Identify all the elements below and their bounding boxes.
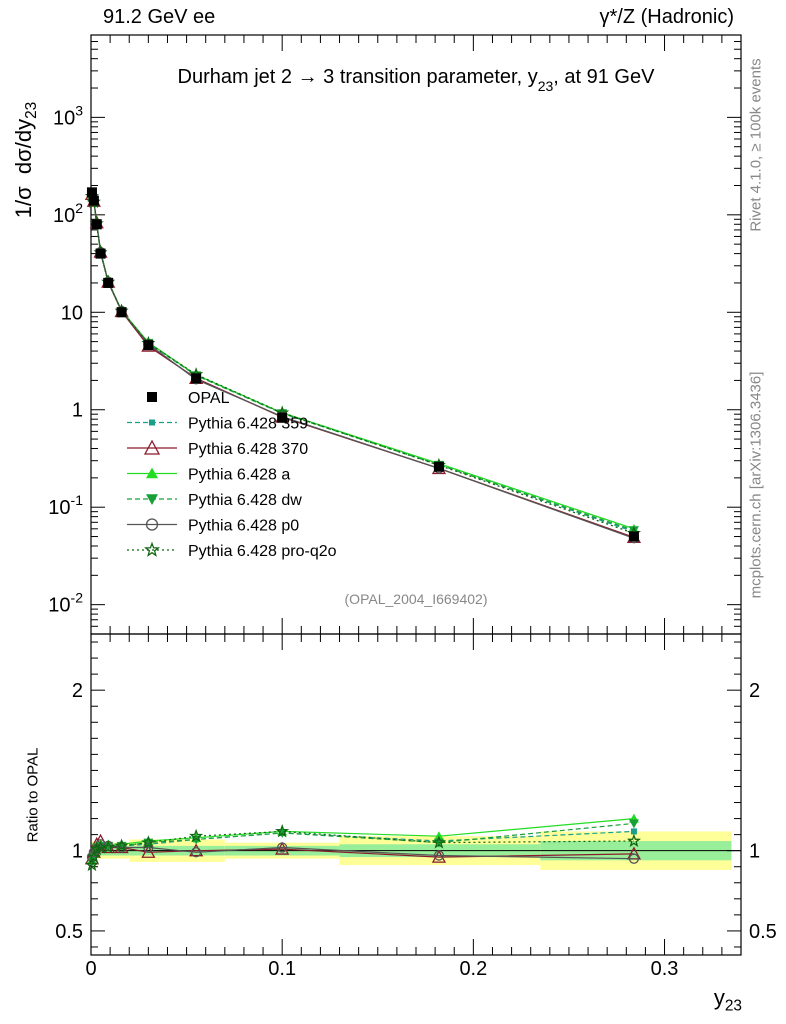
chart-title: Durham jet 2 → 3 transition parameter, y… bbox=[178, 66, 656, 94]
ratio-point-pythia-6-428-p0 bbox=[116, 842, 127, 853]
legend-label-pythia-6-428-pro-q2o: Pythia 6.428 pro-q2o bbox=[188, 543, 337, 560]
legend-label-opal: OPAL bbox=[188, 390, 230, 407]
ratio-tick-label: 2 bbox=[72, 680, 83, 702]
ratio-point-pythia-6-428-pro-q2o bbox=[114, 838, 129, 852]
data-point-opal bbox=[628, 531, 639, 542]
ratio-point-pythia-6-428-370 bbox=[431, 849, 447, 863]
legend-marker-pythia-6-428-a bbox=[146, 467, 158, 479]
header-left-label: 91.2 GeV ee bbox=[103, 6, 216, 28]
ratio-point-pythia-6-428-p0 bbox=[277, 842, 288, 853]
data-point-opal bbox=[95, 248, 106, 259]
ratio-point-pythia-6-428-pro-q2o bbox=[86, 849, 101, 864]
legend-label-pythia-6-428-dw: Pythia 6.428 dw bbox=[188, 492, 302, 509]
ratio-plot-frame bbox=[90, 633, 742, 956]
legend-marker-pythia-6-428-359 bbox=[149, 419, 155, 426]
ratio-point-pythia-6-428-p0 bbox=[628, 853, 640, 864]
x-tick-label: 0.2 bbox=[459, 958, 487, 980]
y-tick-label: 10 bbox=[61, 302, 83, 324]
data-point-opal bbox=[86, 187, 97, 198]
y-tick-label: 10-2 bbox=[48, 590, 83, 617]
ratio-point-pythia-6-428-p0 bbox=[433, 850, 445, 861]
series-line-pythia-6-428-p0 bbox=[91, 193, 635, 539]
data-point-opal bbox=[91, 219, 102, 230]
data-point-opal bbox=[143, 340, 154, 351]
ratio-point-pythia-6-428-p0 bbox=[190, 847, 202, 858]
x-tick-label: 0 bbox=[85, 958, 96, 980]
legend-marker-pythia-6-428-pro-q2o bbox=[144, 541, 160, 557]
x-axis-title: y23 bbox=[713, 985, 742, 1015]
y-tick-label: 103 bbox=[53, 102, 83, 129]
ratio-point-pythia-6-428-pro-q2o bbox=[84, 857, 100, 872]
legend-marker-pythia-6-428-dw bbox=[146, 494, 158, 505]
legend-entry-pythia-6-428-dw: Pythia 6.428 dw bbox=[127, 492, 302, 509]
analysis-annotation: (OPAL_2004_I669402) bbox=[345, 591, 488, 607]
ratio-point-pythia-6-428-p0 bbox=[143, 842, 154, 853]
data-point-opal bbox=[116, 307, 127, 318]
ratio-tick-label: 1 bbox=[72, 841, 83, 863]
ratio-tick-label-right: 1 bbox=[749, 841, 760, 863]
legend-entry-pythia-6-428-359: Pythia 6.428 359 bbox=[127, 416, 308, 433]
legend-marker-pythia-6-428-p0 bbox=[145, 518, 159, 531]
ratio-point-pythia-6-428-pro-q2o bbox=[189, 828, 204, 843]
ratio-point-pythia-6-428-pro-q2o bbox=[275, 823, 290, 838]
header-right-label: γ*/Z (Hadronic) bbox=[599, 6, 734, 28]
data-point-opal bbox=[277, 412, 288, 423]
x-tick-label: 0.3 bbox=[651, 958, 679, 980]
legend-entry-pythia-6-428-a: Pythia 6.428 a bbox=[127, 467, 290, 484]
legend-label-pythia-6-428-p0: Pythia 6.428 p0 bbox=[188, 518, 299, 535]
y-tick-label: 102 bbox=[53, 200, 83, 227]
ratio-point-pythia-6-428-370 bbox=[189, 843, 204, 857]
data-point-opal bbox=[103, 277, 114, 288]
legend-label-pythia-6-428-370: Pythia 6.428 370 bbox=[188, 441, 308, 458]
ratio-point-pythia-6-428-370 bbox=[275, 841, 290, 855]
ratio-point-pythia-6-428-dw bbox=[628, 819, 639, 829]
legend-entry-pythia-6-428-370: Pythia 6.428 370 bbox=[127, 439, 308, 458]
series-line-pythia-6-428-pro-q2o bbox=[91, 196, 635, 534]
y-tick-label: 1 bbox=[72, 400, 83, 422]
ratio-point-pythia-6-428-pro-q2o bbox=[431, 835, 447, 849]
ratio-tick-label-right: 0.5 bbox=[749, 921, 777, 943]
ratio-point-pythia-6-428-pro-q2o bbox=[101, 840, 116, 854]
ratio-point-pythia-6-428-359 bbox=[630, 828, 637, 835]
legend-marker-pythia-6-428-370 bbox=[143, 439, 161, 455]
legend-marker-opal bbox=[147, 392, 157, 402]
legend-entry-opal: OPAL bbox=[147, 390, 230, 407]
ratio-point-pythia-6-428-370 bbox=[141, 844, 156, 858]
ratio-point-pythia-6-428-pro-q2o bbox=[141, 835, 156, 849]
ratio-point-pythia-6-428-pro-q2o bbox=[626, 833, 642, 848]
data-point-opal bbox=[191, 373, 202, 384]
ratio-tick-label: 0.5 bbox=[55, 921, 83, 943]
series-line-pythia-6-428-370 bbox=[91, 194, 635, 539]
data-point-opal bbox=[433, 461, 444, 472]
legend-entry-pythia-6-428-pro-q2o: Pythia 6.428 pro-q2o bbox=[127, 541, 337, 560]
data-point-pythia-6-428-dw bbox=[628, 526, 639, 536]
legend-entry-pythia-6-428-p0: Pythia 6.428 p0 bbox=[127, 518, 299, 535]
legend-label-pythia-6-428-359: Pythia 6.428 359 bbox=[188, 416, 308, 433]
ratio-point-pythia-6-428-370 bbox=[626, 846, 642, 860]
ratio-point-pythia-6-428-pro-q2o bbox=[89, 841, 104, 856]
data-point-opal bbox=[88, 195, 99, 206]
y-tick-label: 10-1 bbox=[48, 492, 83, 519]
x-tick-label: 0.1 bbox=[268, 958, 296, 980]
ratio-tick-label-right: 2 bbox=[749, 680, 760, 702]
legend-label-pythia-6-428-a: Pythia 6.428 a bbox=[188, 467, 290, 484]
ratio-line-pythia-6-428-pro-q2o bbox=[91, 830, 634, 866]
